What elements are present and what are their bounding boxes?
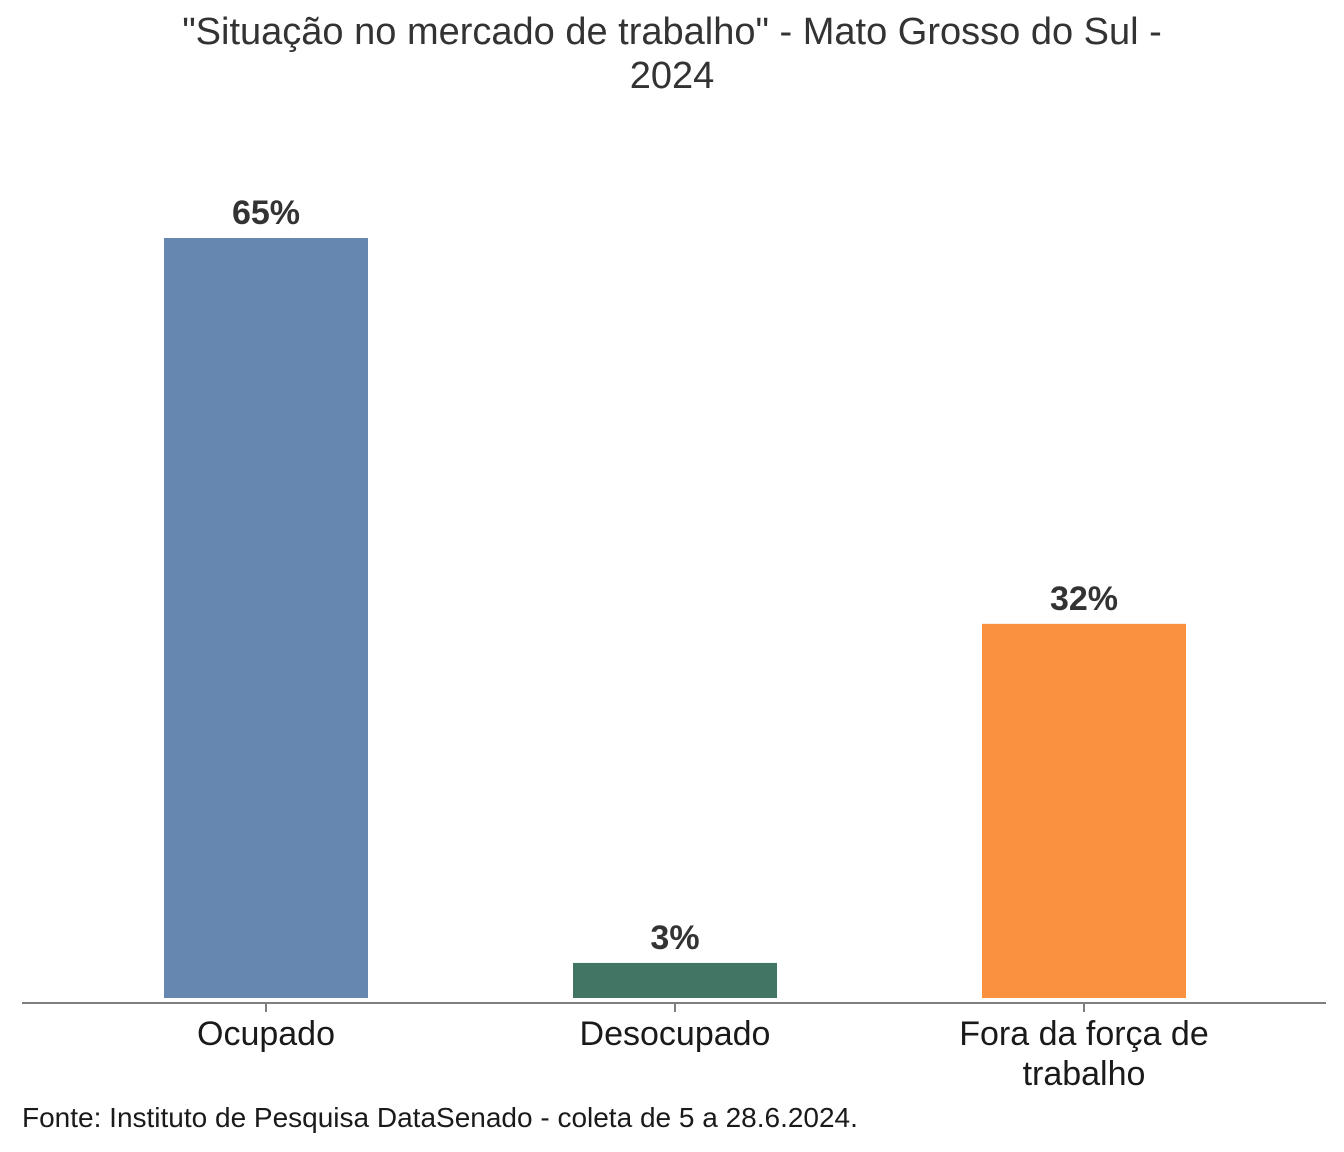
x-tick-label-1-0: Desocupado bbox=[580, 1015, 771, 1053]
data-label-2: 32% bbox=[1050, 580, 1118, 618]
x-tick-label-2-1: trabalho bbox=[1023, 1055, 1146, 1093]
bar-2 bbox=[982, 623, 1186, 998]
source-note: Fonte: Instituto de Pesquisa DataSenado … bbox=[22, 1102, 858, 1133]
x-tick-label-2-0: Fora da força de bbox=[959, 1015, 1208, 1053]
bar-1 bbox=[573, 962, 777, 998]
data-label-0: 65% bbox=[232, 194, 300, 232]
chart-title-line-1: "Situação no mercado de trabalho" - Mato… bbox=[182, 11, 1162, 53]
chart-title-line-2: 2024 bbox=[629, 55, 715, 97]
data-label-1: 3% bbox=[650, 919, 699, 957]
bar-0 bbox=[164, 238, 368, 998]
chart-title: "Situação no mercado de trabalho" - Mato… bbox=[0, 10, 1344, 98]
x-tick-label-0-0: Ocupado bbox=[197, 1015, 335, 1053]
